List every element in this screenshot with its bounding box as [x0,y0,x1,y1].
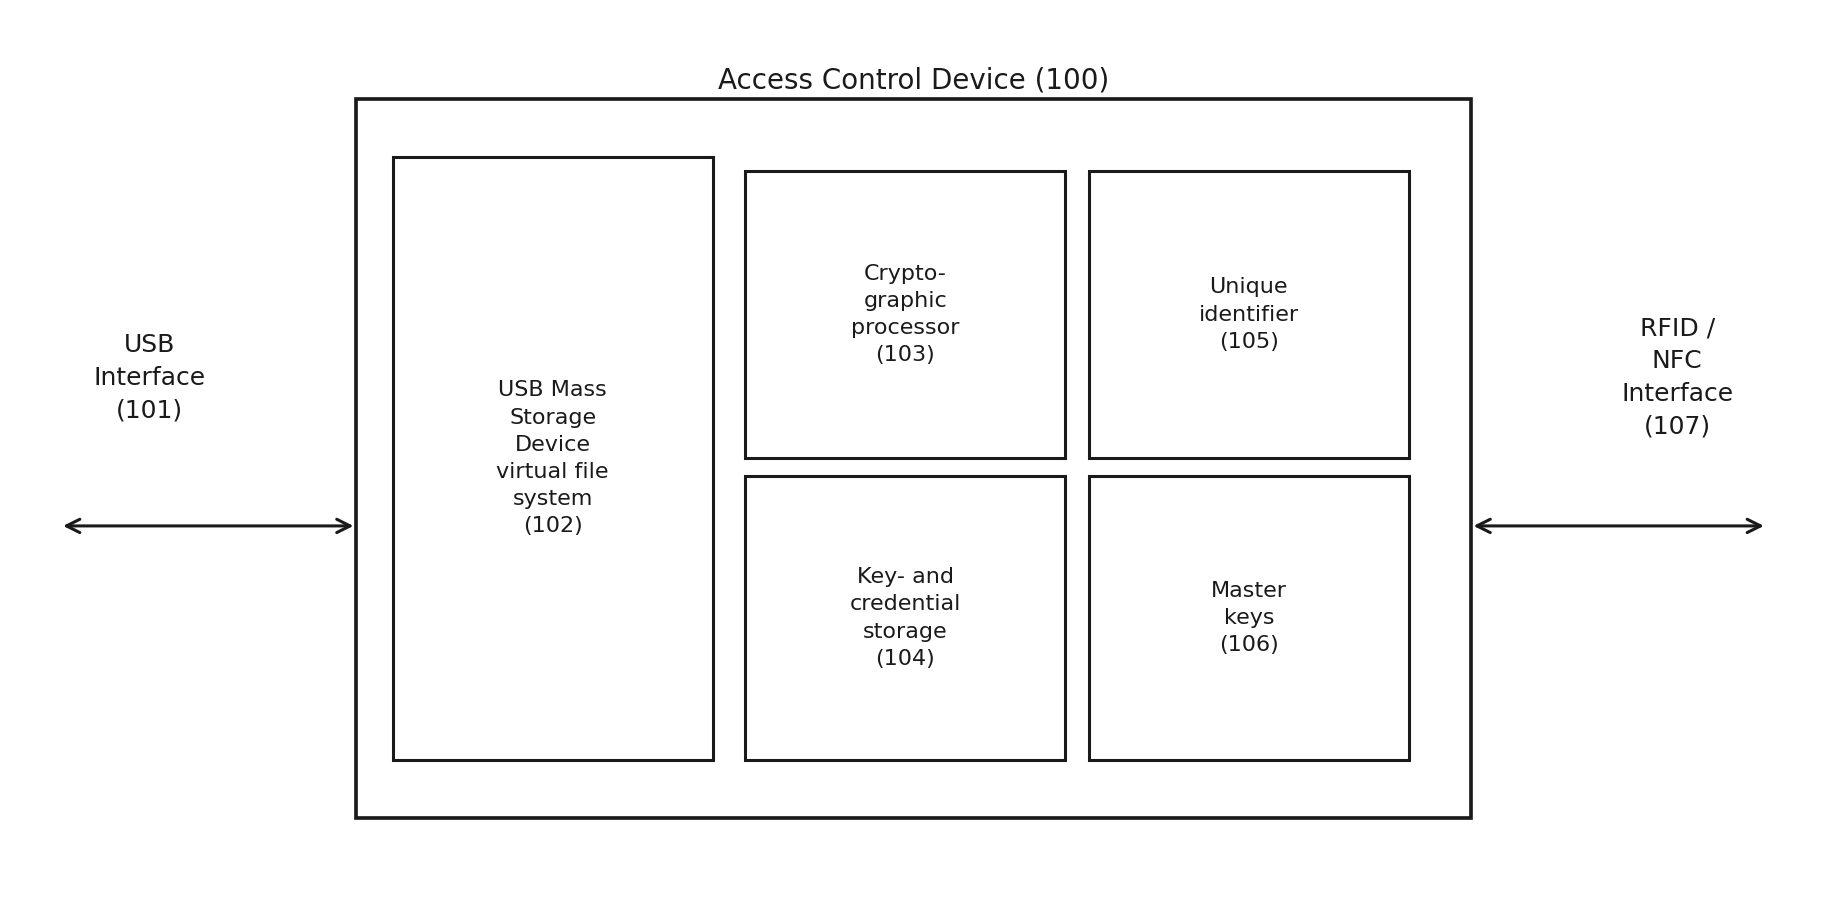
Bar [745,171,1065,458]
Text: RFID /
NFC
Interface
(107): RFID / NFC Interface (107) [1621,316,1734,439]
Bar [1089,476,1409,760]
Text: USB Mass
Storage
Device
virtual file
system
(102): USB Mass Storage Device virtual file sys… [497,380,608,537]
Text: Master
keys
(106): Master keys (106) [1211,581,1286,655]
Text: USB
Interface
(101): USB Interface (101) [93,333,206,423]
Bar [745,476,1065,760]
Bar [356,99,1471,818]
Text: Access Control Device (100): Access Control Device (100) [718,67,1109,95]
Bar [393,157,713,760]
Bar [1089,171,1409,458]
Text: Key- and
credential
storage
(104): Key- and credential storage (104) [850,567,961,669]
Text: Crypto-
graphic
processor
(103): Crypto- graphic processor (103) [851,263,959,366]
Text: Unique
identifier
(105): Unique identifier (105) [1199,278,1299,352]
